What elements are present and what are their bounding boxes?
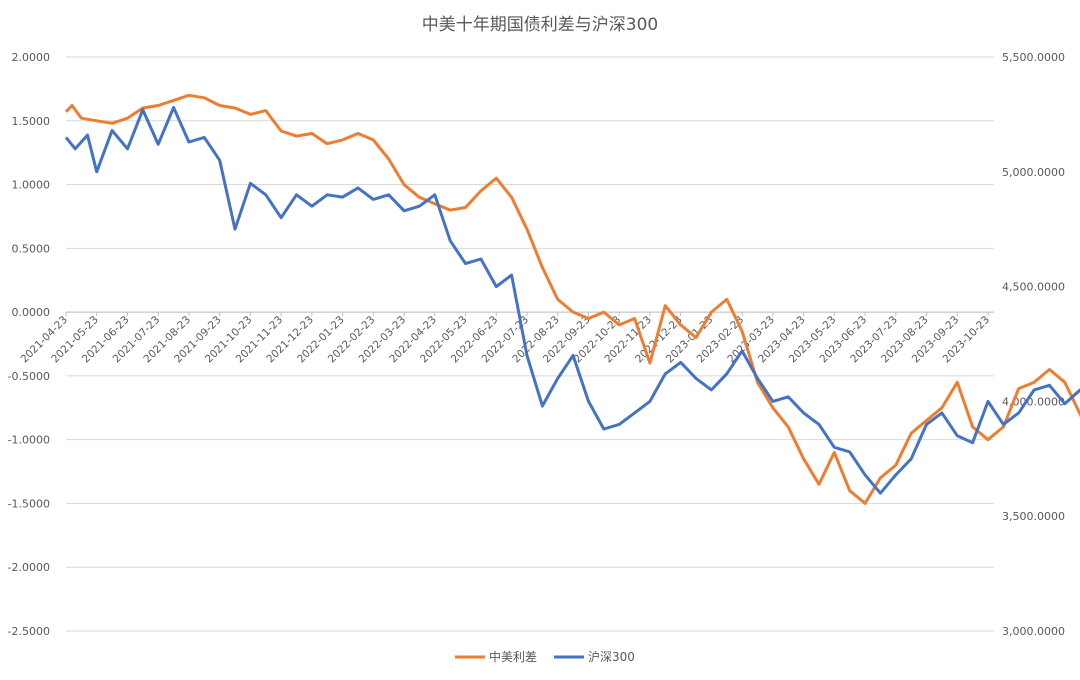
right-tick-label: 5,500.0000 bbox=[1002, 51, 1065, 64]
legend-label-csi300: 沪深300 bbox=[588, 650, 635, 664]
series-line-spread bbox=[64, 93, 1080, 505]
left-axis: 2.0000 1.5000 1.0000 0.5000 0.0000 -0.5000 -1.… bbox=[8, 51, 50, 638]
right-tick-label: 5,000.0000 bbox=[1002, 166, 1065, 179]
series-line-csi300 bbox=[64, 106, 1080, 495]
legend: 中美利差 沪深300 bbox=[455, 649, 635, 664]
left-tick-label: -1.5000 bbox=[8, 497, 50, 510]
right-tick-label: 3,000.0000 bbox=[1002, 625, 1065, 638]
left-tick-label: 1.0000 bbox=[12, 179, 51, 192]
right-tick-label: 3,500.0000 bbox=[1002, 510, 1065, 523]
left-tick-label: 2.0000 bbox=[12, 51, 51, 64]
left-tick-label: -1.0000 bbox=[8, 434, 50, 447]
right-tick-label: 4,500.0000 bbox=[1002, 281, 1065, 294]
series-layer bbox=[64, 93, 1080, 505]
left-tick-label: -0.5000 bbox=[8, 370, 50, 383]
left-tick-label: 1.5000 bbox=[12, 115, 51, 128]
x-axis: 2021-04-232021-05-232021-06-232021-07-23… bbox=[18, 311, 994, 365]
left-tick-label: -2.5000 bbox=[8, 625, 50, 638]
legend-label-spread: 中美利差 bbox=[489, 649, 537, 664]
right-tick-label: 4,000.0000 bbox=[1002, 395, 1065, 408]
right-axis: 5,500.0000 5,000.0000 4,500.0000 4,000.0000… bbox=[1002, 51, 1065, 638]
chart-title: 中美十年期国债利差与沪深300 bbox=[422, 15, 658, 35]
left-tick-label: 0.0000 bbox=[12, 306, 51, 319]
left-tick-label: 0.5000 bbox=[12, 242, 51, 255]
left-tick-label: -2.0000 bbox=[8, 561, 50, 574]
